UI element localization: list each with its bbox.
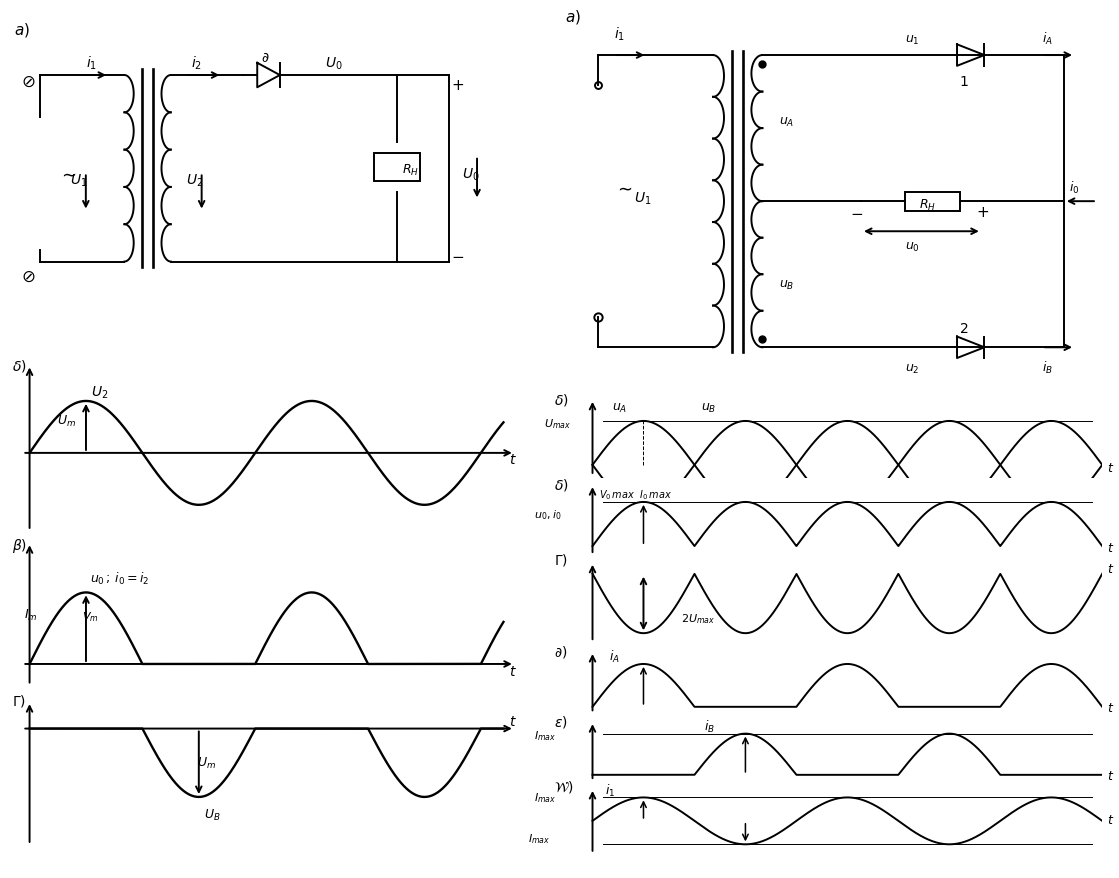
Text: $R_H$: $R_H$ bbox=[919, 198, 935, 212]
Text: $U_1$: $U_1$ bbox=[70, 172, 87, 189]
Text: $u_0,i_0$: $u_0,i_0$ bbox=[534, 507, 562, 522]
Text: $U_0$: $U_0$ bbox=[326, 55, 342, 72]
Text: $\beta)$: $\beta)$ bbox=[11, 536, 27, 555]
Text: $i_1$: $i_1$ bbox=[86, 54, 97, 72]
Text: $u_A$: $u_A$ bbox=[612, 401, 628, 414]
Text: $i_B$: $i_B$ bbox=[1042, 359, 1053, 376]
Text: $i_A$: $i_A$ bbox=[1042, 31, 1053, 47]
Text: $U_2$: $U_2$ bbox=[92, 385, 109, 400]
Text: $U_B$: $U_B$ bbox=[204, 807, 220, 822]
Text: $u_B$: $u_B$ bbox=[700, 401, 716, 414]
Text: $I_{max}$: $I_{max}$ bbox=[534, 729, 556, 743]
Text: $U_{max}$: $U_{max}$ bbox=[544, 417, 571, 430]
Text: $u_A$: $u_A$ bbox=[779, 116, 794, 129]
Text: $u_0\,;\,i_0 = i_2$: $u_0\,;\,i_0 = i_2$ bbox=[90, 570, 149, 587]
Text: $u_1$: $u_1$ bbox=[905, 34, 920, 47]
Text: $R_H$: $R_H$ bbox=[403, 162, 420, 177]
Text: $t$: $t$ bbox=[1108, 462, 1115, 475]
Text: $\delta)$: $\delta)$ bbox=[554, 392, 568, 407]
Text: $\delta)$: $\delta)$ bbox=[554, 477, 568, 493]
Text: $U_0$: $U_0$ bbox=[462, 167, 479, 184]
Text: 2: 2 bbox=[960, 322, 969, 336]
Text: $u_0$: $u_0$ bbox=[905, 241, 920, 253]
Text: $I_{max}$: $I_{max}$ bbox=[534, 790, 556, 804]
Text: $\varepsilon)$: $\varepsilon)$ bbox=[554, 713, 567, 729]
Text: $t$: $t$ bbox=[509, 715, 517, 729]
Text: 1: 1 bbox=[960, 75, 969, 89]
Text: $\sim$: $\sim$ bbox=[57, 165, 76, 183]
Text: $+$: $+$ bbox=[976, 205, 989, 220]
Text: $i_A$: $i_A$ bbox=[609, 648, 620, 664]
Text: $U_2$: $U_2$ bbox=[186, 172, 204, 189]
Text: $2U_{max}$: $2U_{max}$ bbox=[681, 612, 716, 625]
Text: $t$: $t$ bbox=[1108, 702, 1115, 715]
Text: $i_1$: $i_1$ bbox=[614, 25, 626, 43]
Text: $t$: $t$ bbox=[509, 664, 517, 678]
Text: $-$: $-$ bbox=[451, 248, 464, 263]
Text: $\mathcal{W})$: $\mathcal{W})$ bbox=[554, 778, 573, 794]
Text: $a)$: $a)$ bbox=[565, 8, 581, 26]
Bar bbox=[374, 154, 421, 182]
Text: $U_m$: $U_m$ bbox=[197, 755, 216, 770]
Text: $u_B$: $u_B$ bbox=[779, 279, 794, 291]
Text: $t$: $t$ bbox=[509, 453, 517, 467]
Text: $\Gamma)$: $\Gamma)$ bbox=[11, 693, 26, 709]
Text: $\partial$: $\partial$ bbox=[261, 51, 270, 65]
Text: $I_m$: $I_m$ bbox=[25, 607, 38, 622]
Bar bbox=[905, 192, 960, 212]
Text: $-$: $-$ bbox=[850, 205, 863, 220]
Text: $\oslash$: $\oslash$ bbox=[21, 73, 36, 91]
Text: $t$: $t$ bbox=[1108, 813, 1115, 826]
Text: $t$: $t$ bbox=[1108, 769, 1115, 782]
Text: $i_B$: $i_B$ bbox=[704, 717, 715, 734]
Text: $U_1$: $U_1$ bbox=[633, 190, 651, 206]
Text: $\oslash$: $\oslash$ bbox=[21, 268, 36, 285]
Text: $i_2$: $i_2$ bbox=[191, 54, 203, 72]
Text: $u_2$: $u_2$ bbox=[905, 363, 920, 376]
Text: $\Gamma)$: $\Gamma)$ bbox=[554, 551, 567, 567]
Text: $V_0\,max\ \ I_0\,max$: $V_0\,max\ \ I_0\,max$ bbox=[599, 488, 671, 501]
Text: $a)$: $a)$ bbox=[13, 21, 30, 39]
Text: $U_m$: $U_m$ bbox=[57, 414, 76, 429]
Text: $\sim$: $\sim$ bbox=[614, 179, 633, 198]
Text: $I_{max}$: $I_{max}$ bbox=[528, 831, 549, 846]
Text: $\partial)$: $\partial)$ bbox=[554, 644, 567, 659]
Text: $i_1$: $i_1$ bbox=[605, 782, 615, 798]
Text: $V_m$: $V_m$ bbox=[83, 610, 98, 623]
Text: $i_0$: $i_0$ bbox=[1070, 179, 1080, 195]
Text: $\delta)$: $\delta)$ bbox=[11, 358, 26, 374]
Text: $t$: $t$ bbox=[1108, 563, 1115, 576]
Text: $t$: $t$ bbox=[1108, 542, 1115, 555]
Text: $+$: $+$ bbox=[451, 78, 464, 93]
